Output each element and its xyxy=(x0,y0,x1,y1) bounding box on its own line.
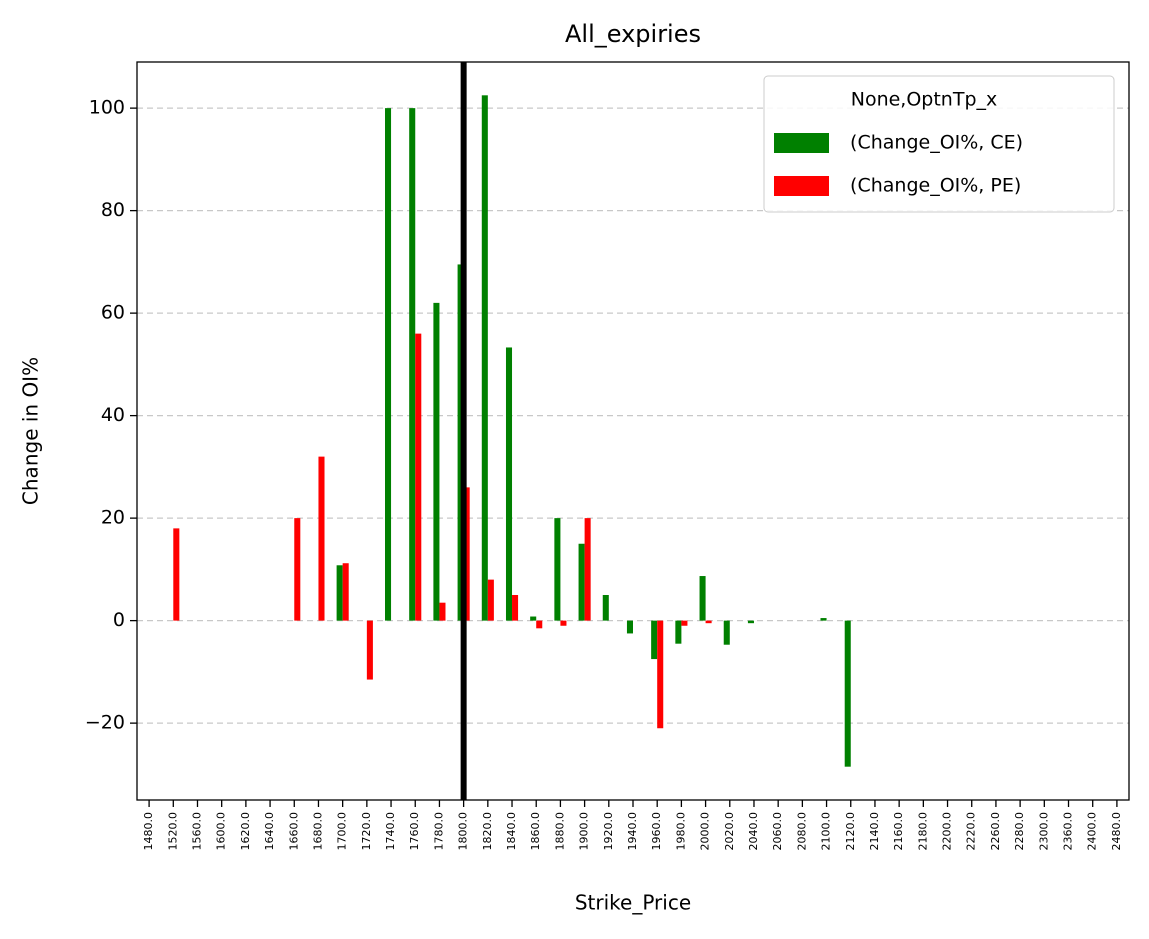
bar xyxy=(602,595,609,621)
x-tick-label: 2300.0 xyxy=(1037,812,1050,851)
x-tick-label: 2000.0 xyxy=(699,812,712,851)
x-tick-label: 1900.0 xyxy=(578,812,591,851)
y-tick-label: 40 xyxy=(101,404,125,426)
bar xyxy=(294,518,301,621)
x-tick-label: 1600.0 xyxy=(215,812,228,851)
x-axis-label: Strike_Price xyxy=(575,891,691,915)
x-tick-label: 2360.0 xyxy=(1062,812,1075,851)
x-tick-label: 2260.0 xyxy=(989,812,1002,851)
x-tick-label: 1920.0 xyxy=(602,812,615,851)
x-tick-label: 1780.0 xyxy=(432,812,445,851)
bar xyxy=(439,602,446,621)
bar xyxy=(657,620,664,729)
bar xyxy=(536,620,543,629)
x-tick-label: 2400.0 xyxy=(1086,812,1099,851)
bar xyxy=(487,579,494,621)
x-tick-label: 1640.0 xyxy=(263,812,276,851)
legend-title: None,OptnTp_x xyxy=(851,89,998,111)
x-tick-label: 2060.0 xyxy=(771,812,784,851)
x-tick-label: 1800.0 xyxy=(457,812,470,851)
y-tick-label: 100 xyxy=(89,97,125,119)
bar xyxy=(554,518,561,621)
x-tick-label: 1840.0 xyxy=(505,812,518,851)
bar xyxy=(560,620,567,626)
bar xyxy=(820,618,827,621)
bar xyxy=(457,264,464,621)
y-tick-label: 20 xyxy=(101,507,125,529)
x-tick-label: 1980.0 xyxy=(674,812,687,851)
bar xyxy=(342,563,349,621)
legend-box xyxy=(763,75,1115,213)
bar xyxy=(578,543,585,621)
x-tick-label: 1520.0 xyxy=(166,812,179,851)
x-tick-label: 1660.0 xyxy=(287,812,300,851)
x-tick-label: 1700.0 xyxy=(336,812,349,851)
x-tick-label: 2080.0 xyxy=(795,812,808,851)
bar xyxy=(512,595,519,621)
x-tick-label: 1620.0 xyxy=(239,812,252,851)
bar xyxy=(651,620,658,660)
x-tick-label: 1860.0 xyxy=(529,812,542,851)
x-tick-label: 2140.0 xyxy=(868,812,881,851)
bar xyxy=(505,347,513,621)
y-tick-label: −20 xyxy=(85,712,125,734)
chart-title: All_expiries xyxy=(565,20,701,48)
bar xyxy=(626,620,633,634)
bar xyxy=(705,620,712,624)
bar xyxy=(409,108,416,621)
x-tick-label: 2120.0 xyxy=(844,812,857,851)
y-tick-label: 60 xyxy=(101,302,125,324)
bar xyxy=(844,620,851,767)
bar xyxy=(747,620,754,624)
bar xyxy=(675,620,682,644)
bar xyxy=(584,518,591,621)
bar xyxy=(385,108,392,621)
x-tick-label: 1720.0 xyxy=(360,812,373,851)
legend-swatch xyxy=(774,176,829,196)
x-tick-label: 1560.0 xyxy=(190,812,203,851)
x-tick-label: 2280.0 xyxy=(1013,812,1026,851)
legend-swatch xyxy=(774,133,829,153)
x-tick-label: 1940.0 xyxy=(626,812,639,851)
bar xyxy=(699,576,706,621)
x-tick-label: 2480.0 xyxy=(1110,812,1123,851)
x-tick-label: 1760.0 xyxy=(408,812,421,851)
x-tick-label: 2100.0 xyxy=(820,812,833,851)
bar xyxy=(481,95,488,621)
bar xyxy=(173,528,180,621)
bar xyxy=(433,302,440,621)
x-tick-label: 1960.0 xyxy=(650,812,663,851)
x-tick-label: 2040.0 xyxy=(747,812,760,851)
bar xyxy=(723,620,730,645)
y-axis-label: Change in OI% xyxy=(19,357,43,505)
x-tick-label: 1480.0 xyxy=(142,812,155,851)
x-tick-label: 2160.0 xyxy=(892,812,905,851)
legend-label: (Change_OI%, PE) xyxy=(844,175,1021,197)
bar xyxy=(463,487,470,621)
bar xyxy=(681,620,688,626)
bar xyxy=(336,565,343,621)
y-tick-label: 80 xyxy=(101,199,125,221)
x-tick-label: 2020.0 xyxy=(723,812,736,851)
x-tick-label: 2180.0 xyxy=(916,812,929,851)
x-tick-label: 1680.0 xyxy=(311,812,324,851)
bar xyxy=(530,616,537,621)
x-tick-label: 2200.0 xyxy=(941,812,954,851)
x-tick-label: 1740.0 xyxy=(384,812,397,851)
y-tick-label: 0 xyxy=(113,609,125,631)
bar xyxy=(366,620,373,680)
plot-frame xyxy=(136,61,1130,801)
bar xyxy=(415,333,422,621)
legend-label: (Change_OI%, CE) xyxy=(844,132,1023,154)
bar xyxy=(318,456,325,621)
x-tick-label: 1820.0 xyxy=(481,812,494,851)
x-tick-label: 1880.0 xyxy=(553,812,566,851)
x-tick-label: 2220.0 xyxy=(965,812,978,851)
